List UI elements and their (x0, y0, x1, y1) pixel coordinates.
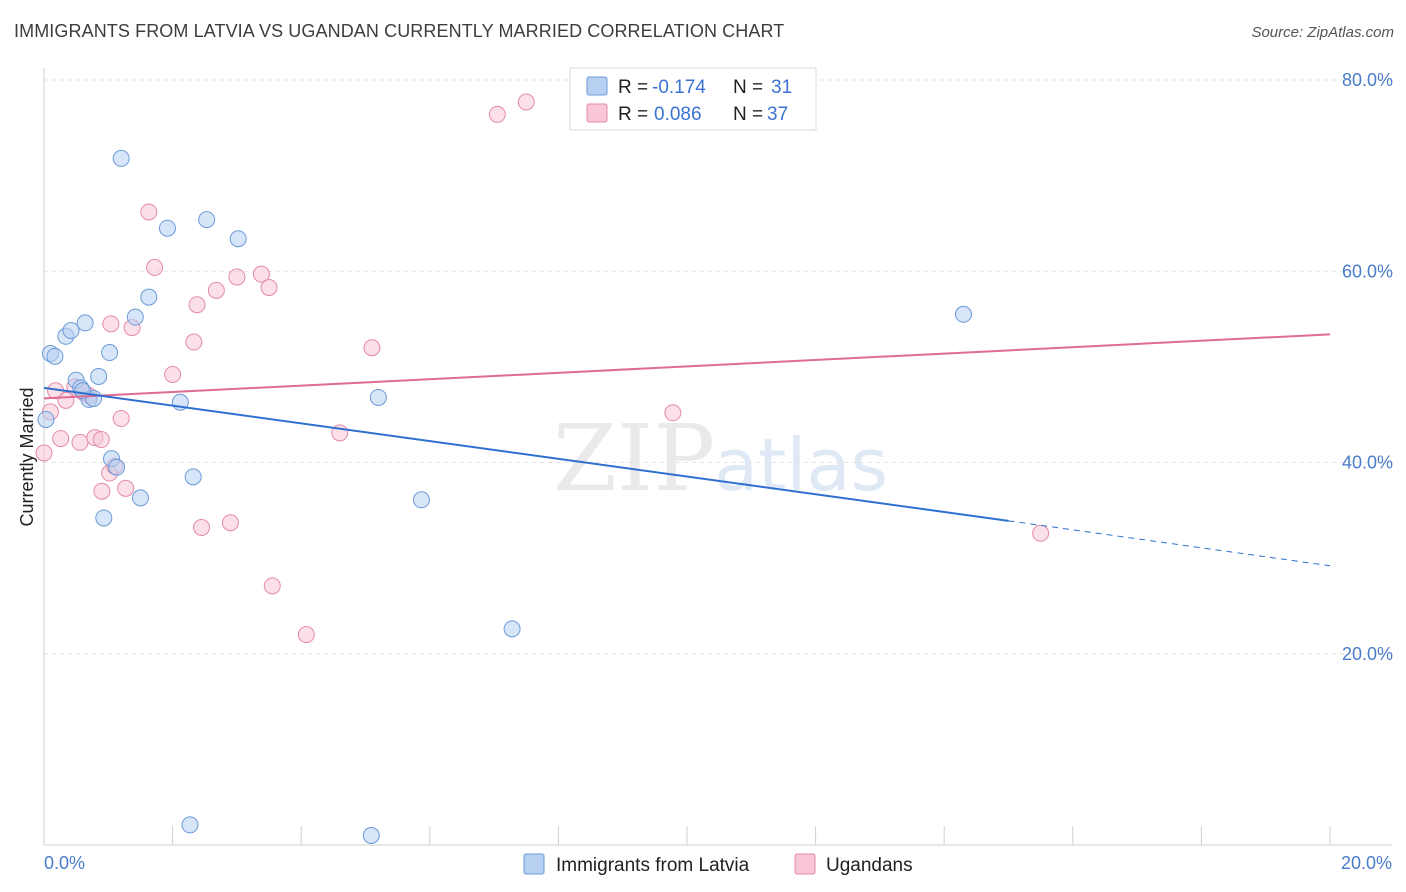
ugandans-point-19 (146, 258, 164, 276)
watermark-zip: ZIP (553, 405, 715, 512)
x-axis-ticks (43, 826, 1331, 845)
trend-line-ugandans (43, 333, 1331, 400)
bottom-legend-label-latvia: Immigrants from Latvia (556, 855, 750, 876)
ugandans-point-18 (140, 203, 158, 221)
ugandans-point-3 (52, 430, 70, 448)
legend-r-value-ugandans: 0.086 (654, 104, 702, 125)
gridlines (44, 79, 1392, 655)
watermark-atlas: atlas (714, 423, 888, 507)
ugandans-point-33 (488, 105, 506, 123)
latvia-point-11 (95, 509, 113, 527)
legend-n-value-ugandans: 37 (767, 104, 788, 125)
ugandans-point-28 (260, 279, 278, 297)
latvia-point-29 (954, 305, 972, 323)
source-label: Source: ZipAtlas.com (1251, 24, 1394, 41)
y-tick-label-80: 80.0% (1342, 70, 1393, 90)
legend: R = -0.174 N = 31 R = 0.086 N = 37 (569, 67, 817, 131)
latvia-point-21 (184, 468, 202, 486)
bottom-legend-swatch-ugandans (794, 853, 816, 875)
latvia-point-28 (503, 620, 521, 638)
ugandans-point-30 (297, 626, 315, 644)
latvia-point-24 (229, 230, 247, 248)
ugandans-point-25 (221, 514, 239, 532)
watermark: ZIP atlas (553, 405, 888, 512)
legend-box (569, 67, 817, 131)
latvia-point-14 (108, 458, 126, 476)
latvia-point-19 (158, 219, 176, 237)
trend-lines (43, 333, 1331, 567)
y-tick-labels: 20.0% 40.0% 60.0% 80.0% (1342, 70, 1393, 664)
legend-n-label-latvia: N = (733, 77, 763, 98)
ugandans-point-34 (517, 93, 535, 111)
series-ugandans-points (35, 93, 1050, 644)
latvia-point-15 (112, 149, 130, 167)
latvia-point-10 (90, 367, 108, 385)
latvia-point-7 (76, 314, 94, 332)
legend-r-value-latvia: -0.174 (652, 77, 706, 98)
ugandans-point-36 (1032, 524, 1050, 542)
y-tick-label-60: 60.0% (1342, 261, 1393, 281)
latvia-point-18 (140, 288, 158, 306)
ugandans-point-21 (185, 333, 203, 351)
y-axis-label: Currently Married (17, 387, 37, 526)
ugandans-point-24 (207, 281, 225, 299)
latvia-point-23 (181, 816, 199, 834)
latvia-point-17 (126, 308, 144, 326)
latvia-point-26 (369, 388, 387, 406)
y-tick-label-20: 20.0% (1342, 644, 1393, 664)
ugandans-point-16 (117, 479, 135, 497)
ugandans-point-10 (92, 431, 110, 449)
bottom-legend-swatch-latvia (523, 853, 545, 875)
bottom-legend-label-ugandans: Ugandans (826, 855, 913, 876)
ugandans-point-23 (193, 519, 211, 537)
ugandans-point-11 (93, 482, 111, 500)
latvia-point-22 (198, 211, 216, 229)
latvia-point-27 (412, 491, 430, 509)
ugandans-point-32 (363, 339, 381, 357)
y-tick-label-40: 40.0% (1342, 453, 1393, 473)
ugandans-point-20 (164, 366, 182, 384)
ugandans-point-15 (112, 410, 130, 428)
legend-r-label-ugandans: R = (618, 104, 648, 125)
chart-title: IMMIGRANTS FROM LATVIA VS UGANDAN CURREN… (14, 21, 785, 41)
ugandans-point-13 (102, 315, 120, 333)
latvia-point-0 (37, 410, 55, 428)
bottom-legend: Immigrants from Latvia Ugandans (523, 853, 913, 876)
latvia-point-2 (46, 347, 64, 365)
legend-swatch-ugandans (586, 103, 608, 123)
x-tick-label-min: 0.0% (44, 853, 85, 873)
trend-line-latvia (43, 386, 1009, 522)
latvia-point-25 (362, 826, 380, 844)
ugandans-point-26 (228, 268, 246, 286)
legend-swatch-latvia (586, 76, 608, 96)
ugandans-point-29 (263, 577, 281, 595)
latvia-point-16 (131, 489, 149, 507)
legend-n-label-ugandans: N = (733, 104, 763, 125)
series-latvia-points (37, 149, 972, 844)
latvia-point-4 (62, 322, 80, 340)
ugandans-point-35 (664, 404, 682, 422)
ugandans-point-0 (35, 444, 53, 462)
trend-line-latvia-extension (1008, 520, 1331, 567)
legend-r-label-latvia: R = (618, 77, 648, 98)
ugandans-point-6 (71, 433, 89, 451)
ugandans-point-27 (252, 265, 270, 283)
legend-n-value-latvia: 31 (771, 77, 792, 98)
ugandans-point-22 (188, 296, 206, 314)
latvia-point-12 (101, 344, 119, 362)
x-tick-label-max: 20.0% (1341, 853, 1392, 873)
